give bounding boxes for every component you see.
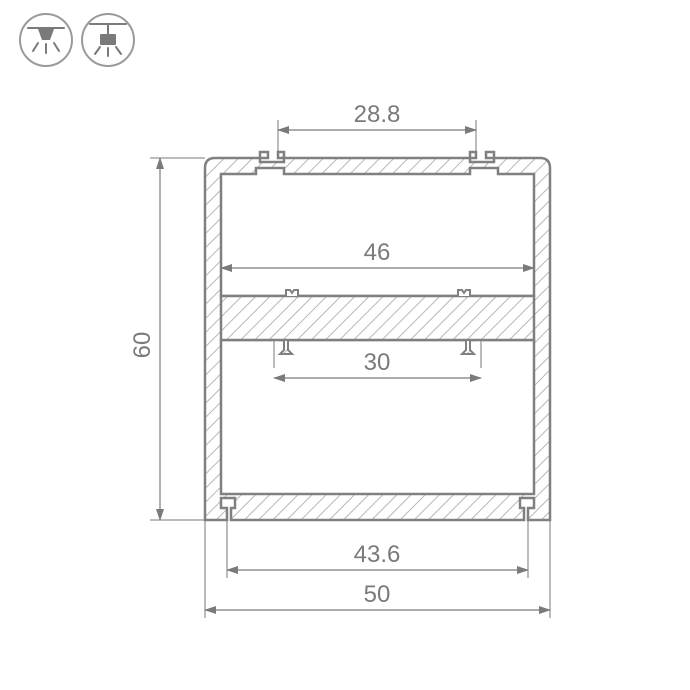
pendant-downlight-icon: [82, 14, 134, 66]
profile-section: [205, 152, 550, 520]
dim-label: 28.8: [354, 101, 401, 128]
dim-label: 43.6: [354, 541, 401, 568]
downlight-icon: [20, 14, 72, 66]
dim-43-6: 43.6: [227, 520, 528, 578]
dim-60: 60: [129, 158, 205, 520]
dim-28-8: 28.8: [278, 101, 476, 152]
dim-label: 46: [364, 239, 391, 266]
dim-label: 50: [364, 581, 391, 608]
dim-50: 50: [205, 520, 550, 618]
drawing-canvas: 28.8 46 30 43.6 50: [0, 0, 690, 690]
mounting-icons: [20, 14, 134, 66]
dim-label: 60: [129, 332, 156, 359]
dim-label: 30: [364, 349, 391, 376]
